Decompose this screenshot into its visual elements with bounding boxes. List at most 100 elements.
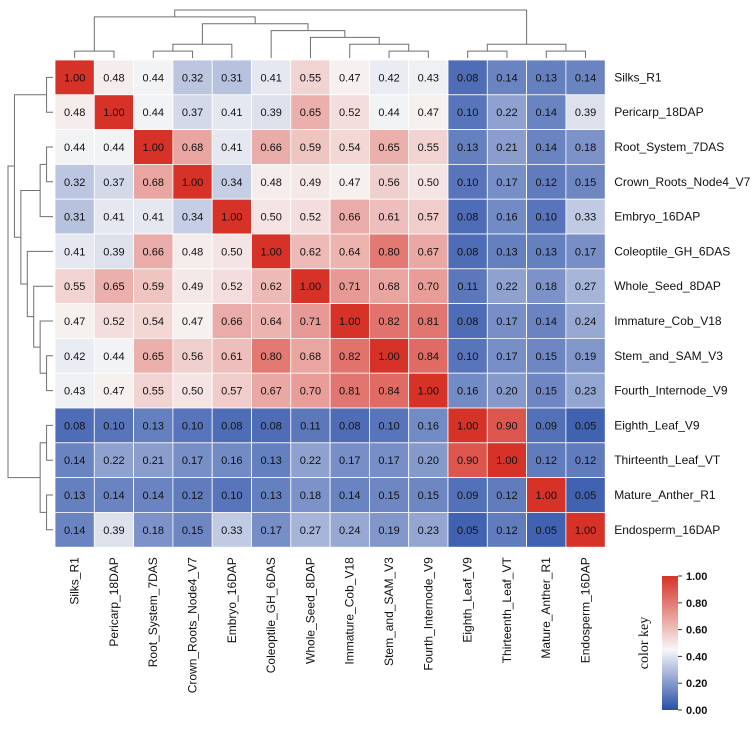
heatmap-cell: [526, 94, 567, 131]
heatmap-cell: [172, 477, 213, 513]
cell-value-label: 0.71: [300, 316, 321, 328]
color-key-title: color key: [637, 617, 652, 669]
cell-value-label: 0.39: [575, 107, 596, 119]
cell-value-label: 0.13: [457, 142, 478, 154]
cell-value-label: 0.14: [536, 142, 557, 154]
cell-value-label: 0.47: [64, 316, 85, 328]
heatmap-cell: [172, 94, 213, 131]
row-label: Root_System_7DAS: [614, 140, 724, 154]
cell-value-label: 0.14: [64, 455, 85, 467]
cell-value-label: 0.14: [339, 490, 360, 502]
cell-value-label: 0.09: [457, 490, 478, 502]
cell-value-label: 0.39: [103, 246, 124, 258]
dendrogram-branch: [152, 50, 194, 58]
cell-value-label: 0.54: [339, 142, 360, 154]
cell-value-label: 1.00: [103, 107, 124, 119]
heatmap-cell: [290, 407, 331, 444]
cell-value-label: 0.41: [143, 212, 164, 224]
cell-value-label: 0.44: [378, 107, 399, 119]
color-key-tick-label: 0.00: [686, 705, 707, 717]
cell-value-label: 0.17: [496, 316, 517, 328]
cell-value-label: 1.00: [64, 72, 85, 84]
cell-value-label: 0.05: [457, 525, 478, 537]
cell-value-label: 0.19: [378, 525, 399, 537]
heatmap-cells: 1.00 0.48 0.44 0.32 0.31 0.41 0.55 0.47 0.42 0.43…: [54, 59, 606, 548]
column-label: Embryo_16DAP: [225, 557, 239, 643]
cell-value-label: 0.17: [182, 455, 203, 467]
heatmap-cell: [565, 407, 606, 444]
heatmap-cell: [54, 303, 95, 339]
cell-value-label: 0.27: [300, 525, 321, 537]
dendrogram-branch: [46, 494, 53, 531]
heatmap-cell: [251, 59, 292, 96]
heatmap-cell: [211, 163, 252, 200]
heatmap-cell: [368, 268, 410, 304]
cell-value-label: 0.82: [378, 316, 399, 328]
heatmap-cell: [565, 337, 606, 374]
heatmap-cell: [133, 198, 174, 235]
dendrogram-branch: [13, 94, 47, 238]
heatmap-cell: [486, 512, 527, 548]
heatmap-cell: [251, 233, 292, 270]
heatmap-cell: [133, 512, 174, 548]
cell-value-label: 0.37: [103, 177, 124, 189]
cell-value-label: 0.17: [496, 351, 517, 363]
cell-value-label: 0.05: [536, 525, 557, 537]
cell-value-label: 0.10: [457, 107, 478, 119]
cell-value-label: 0.48: [260, 177, 281, 189]
cell-value-label: 0.08: [221, 420, 242, 432]
heatmap-cell: [290, 372, 331, 409]
heatmap-cell: [486, 303, 527, 339]
cell-value-label: 0.14: [536, 316, 557, 328]
cell-value-label: 0.08: [64, 420, 85, 432]
heatmap-cell: [172, 268, 213, 304]
cell-value-label: 0.08: [457, 316, 478, 328]
heatmap-cell: [565, 94, 606, 131]
cell-value-label: 0.10: [103, 420, 124, 432]
cell-value-label: 0.10: [457, 177, 478, 189]
heatmap-cell: [211, 233, 252, 270]
heatmap-cell: [526, 268, 567, 304]
cell-value-label: 1.00: [300, 281, 321, 293]
cell-value-label: 0.12: [536, 177, 557, 189]
cell-value-label: 0.10: [182, 420, 203, 432]
cell-value-label: 0.55: [64, 281, 85, 293]
column-label: Coleoptile_GH_6DAS: [264, 557, 278, 673]
heatmap-cell: [447, 198, 488, 235]
cell-value-label: 0.34: [182, 212, 203, 224]
heatmap-cell: [54, 512, 95, 548]
row-label: Eighth_Leaf_V9: [614, 418, 700, 432]
heatmap-cell: [290, 477, 331, 513]
cell-value-label: 0.62: [260, 281, 281, 293]
heatmap-cell: [133, 337, 174, 374]
heatmap-cell: [447, 303, 488, 339]
cell-value-label: 0.59: [143, 281, 164, 293]
cell-value-label: 0.14: [64, 525, 85, 537]
cell-value-label: 0.56: [378, 177, 399, 189]
cell-value-label: 0.49: [182, 281, 203, 293]
cell-value-label: 0.54: [143, 316, 164, 328]
cell-value-label: 0.66: [143, 246, 164, 258]
heatmap-cell: [368, 337, 410, 374]
heatmap-cell: [290, 303, 331, 339]
heatmap-cell: [447, 163, 488, 200]
cell-value-label: 0.10: [457, 351, 478, 363]
heatmap-cell: [486, 59, 527, 96]
cell-value-label: 0.55: [300, 72, 321, 84]
cell-value-label: 0.66: [260, 142, 281, 154]
dendrogram-branch: [270, 30, 346, 58]
heatmap-cell: [93, 407, 135, 444]
heatmap-cell: [54, 477, 95, 513]
cell-value-label: 0.90: [457, 455, 478, 467]
heatmap-cell: [290, 129, 331, 165]
heatmap-cell: [447, 512, 488, 548]
heatmap-cell: [565, 268, 606, 304]
cell-value-label: 0.66: [339, 212, 360, 224]
cell-value-label: 0.15: [536, 351, 557, 363]
cell-value-label: 0.23: [418, 525, 439, 537]
heatmap-cell: [329, 372, 370, 409]
row-label: Mature_Anther_R1: [614, 488, 716, 502]
dendrogram-branch: [467, 50, 508, 58]
cell-value-label: 0.68: [300, 351, 321, 363]
heatmap-cell: [486, 442, 527, 478]
